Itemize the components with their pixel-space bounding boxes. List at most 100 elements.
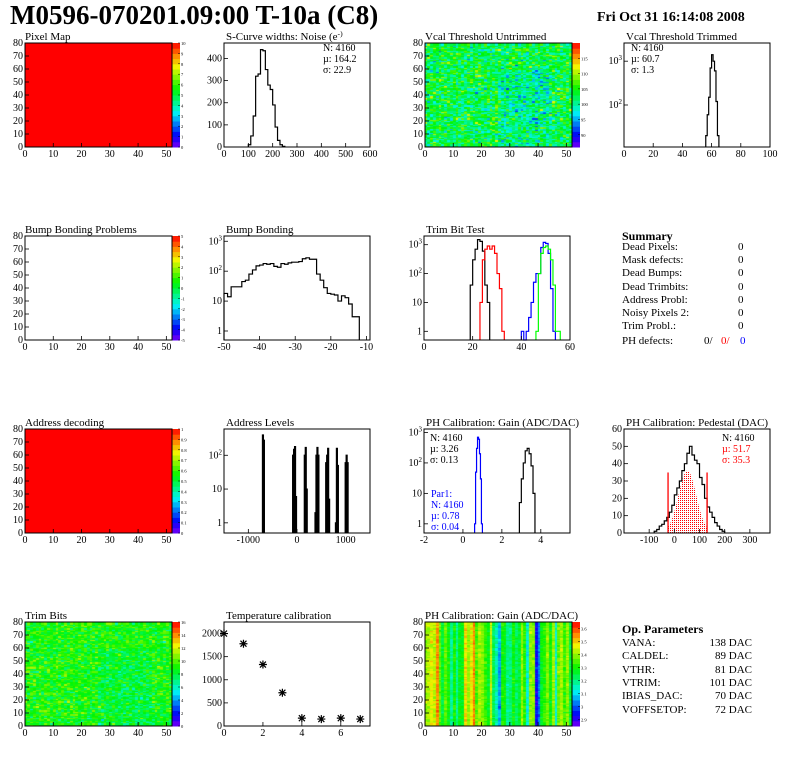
color-bar-segment xyxy=(172,95,180,101)
summary-label: Dead Bumps: xyxy=(622,267,683,280)
y-tick-label: 30 xyxy=(13,682,23,693)
color-bar-segment xyxy=(572,663,580,670)
histogram-bin xyxy=(327,447,330,533)
color-bar-segment xyxy=(572,627,580,633)
color-bar-segment xyxy=(172,293,180,299)
x-tick-label: 4 xyxy=(299,728,304,739)
ph-defects-value-2: 0/ xyxy=(721,335,730,347)
color-bar-segment xyxy=(172,131,180,138)
y-tick-label: 80 xyxy=(413,617,423,628)
color-bar-tick-label: 3.6 xyxy=(581,627,587,632)
color-bar-tick-label: 0.9 xyxy=(181,437,187,442)
color-bar-tick-label: 3 xyxy=(181,255,184,260)
chart-title: Bump Bonding xyxy=(226,224,294,236)
op-param-label: CALDEL: xyxy=(622,650,669,663)
color-bar-tick-label: 8 xyxy=(181,62,184,67)
x-tick-label: 100 xyxy=(763,149,778,160)
y-tick-label: 40 xyxy=(413,90,423,101)
x-tick-label: -30 xyxy=(289,342,302,353)
y-tick-label: 30 xyxy=(612,476,622,487)
color-bar-segment xyxy=(572,715,580,722)
color-bar-segment xyxy=(572,121,580,127)
color-bar-segment xyxy=(172,110,180,117)
histogram-bin xyxy=(317,454,320,533)
color-bar-segment xyxy=(172,689,180,696)
color-bar-segment xyxy=(172,642,180,649)
y-tick-label: 40 xyxy=(13,669,23,680)
stats-line: µ: 3.26 xyxy=(430,444,459,455)
y-tick-label: 103 xyxy=(409,238,423,251)
y-tick-label: 1000 xyxy=(202,675,222,686)
color-bar: 0 2 4 6 8 10 12 14 16 xyxy=(172,620,186,729)
x-tick-label: 100 xyxy=(692,535,707,546)
color-bar-segment xyxy=(172,84,180,91)
y-tick-label: 102 xyxy=(609,98,623,111)
plot-frame xyxy=(24,621,173,727)
heatmap-cells xyxy=(425,43,572,147)
histogram-series xyxy=(223,257,360,340)
color-bar-segment xyxy=(172,324,180,331)
histogram-bin xyxy=(294,495,298,533)
summary-value: 0 xyxy=(738,254,744,267)
y-tick-label: 80 xyxy=(13,38,23,49)
plot-frame xyxy=(423,235,571,341)
color-bar-segment xyxy=(172,314,180,320)
x-tick-label: 80 xyxy=(736,149,746,160)
x-tick-label: 0 xyxy=(222,149,227,160)
chart-title: Trim Bits xyxy=(25,610,67,622)
y-tick-label: 10 xyxy=(212,484,222,495)
y-tick-label: 80 xyxy=(413,38,423,49)
color-bar-segment xyxy=(572,48,580,54)
color-bar-segment xyxy=(172,517,180,524)
y-tick-label: 10 xyxy=(212,296,222,307)
x-tick-label: 400 xyxy=(314,149,329,160)
color-bar-tick-label: 3.4 xyxy=(581,653,587,658)
color-bar-segment xyxy=(172,69,180,75)
histogram-series xyxy=(535,245,561,340)
histogram-bin xyxy=(293,446,297,533)
x-tick-label: 0 xyxy=(23,342,28,353)
color-bar-tick-label: 2.9 xyxy=(581,718,587,723)
x-tick-label: 30 xyxy=(505,149,515,160)
color-bar-tick-label: 9 xyxy=(181,51,184,56)
y-tick-label: 0 xyxy=(18,142,23,153)
x-tick-label: 2 xyxy=(260,728,265,739)
color-bar-tick-label: 1 xyxy=(181,135,183,140)
x-tick-label: -50 xyxy=(217,342,230,353)
plot-frame xyxy=(623,42,771,148)
color-bar-tick-label: -1 xyxy=(181,296,185,301)
color-bar-segment xyxy=(172,632,180,639)
y-tick-label: 0 xyxy=(217,721,222,732)
x-tick-label: 100 xyxy=(241,149,256,160)
histogram-series xyxy=(653,445,726,533)
color-bar-segment xyxy=(172,53,180,60)
chart-ph-calibration-gain-adc-dac-: PH Calibration: Gain (ADC/DAC) -2 0 2 4 1 10 10… xyxy=(409,417,580,546)
y-tick-label: 40 xyxy=(413,669,423,680)
color-bar-tick-label: 1 xyxy=(181,276,183,281)
x-tick-label: 10 xyxy=(48,149,58,160)
x-tick-label: 0 xyxy=(295,535,300,546)
color-bar-tick-label: 0.4 xyxy=(181,489,187,494)
color-bar-segment xyxy=(172,694,180,701)
color-bar-segment xyxy=(572,710,580,717)
y-tick-label: 50 xyxy=(13,77,23,88)
color-bar-segment xyxy=(172,236,180,242)
color-bar-segment xyxy=(172,470,180,477)
color-bar-tick-label: 8 xyxy=(181,672,184,677)
color-bar-tick-label: 14 xyxy=(181,633,186,638)
y-tick-label: 80 xyxy=(13,617,23,628)
plot-frame xyxy=(24,42,173,148)
color-bar-tick-label: -2 xyxy=(181,307,185,312)
color-bar-segment xyxy=(572,679,580,685)
x-tick-label: 20 xyxy=(77,728,87,739)
color-bar-segment xyxy=(572,642,580,649)
color-bar-segment xyxy=(172,491,180,498)
color-bar-tick-label: 4 xyxy=(181,244,184,249)
y-tick-label: 0 xyxy=(18,335,23,346)
x-tick-label: 0 xyxy=(460,535,465,546)
y-tick-label: 40 xyxy=(13,283,23,294)
plot-frame xyxy=(424,42,573,148)
fit-area xyxy=(668,470,708,533)
